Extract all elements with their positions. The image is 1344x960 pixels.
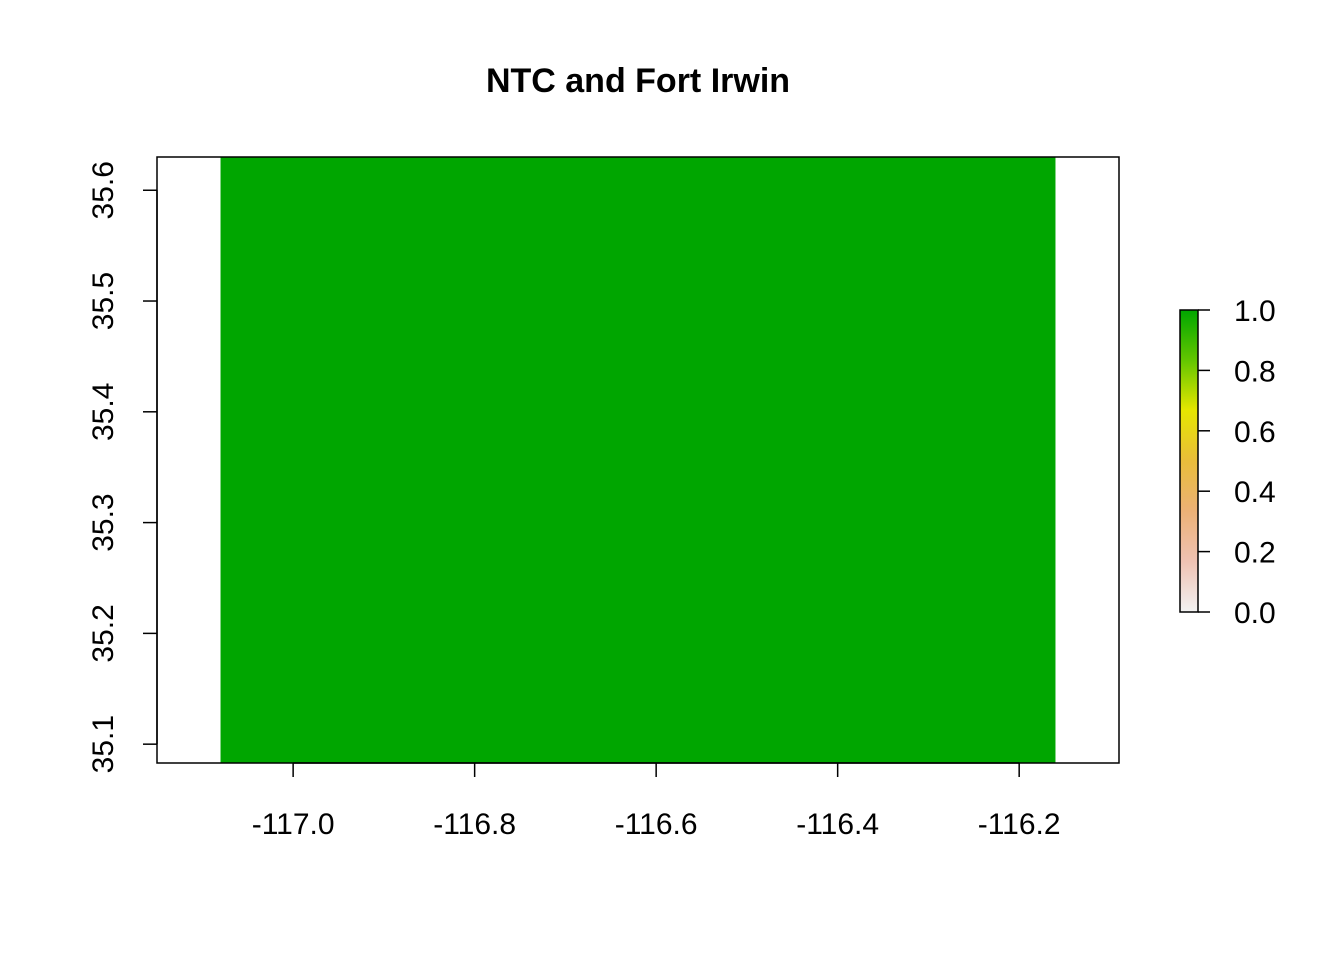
- raster-fill: [220, 157, 1056, 763]
- raster-layer: [220, 157, 1056, 763]
- y-axis: 35.1 35.2 35.3 35.4 35.5 35.6: [87, 161, 158, 773]
- y-tick-label: 35.3: [87, 493, 120, 551]
- colorbar-tick-label: 0.6: [1234, 416, 1276, 449]
- y-tick-label: 35.4: [87, 383, 120, 441]
- colorbar-legend: 0.0 0.2 0.4 0.6 0.8 1.0: [1179, 295, 1276, 630]
- colorbar-tick-label: 0.0: [1234, 597, 1276, 630]
- x-tick-label: -116.6: [615, 808, 698, 841]
- y-tick-label: 35.5: [87, 272, 120, 330]
- x-axis: -117.0 -116.8 -116.6 -116.4 -116.2: [252, 762, 1061, 841]
- x-tick-label: -116.2: [978, 808, 1061, 841]
- y-tick-label: 35.2: [87, 604, 120, 662]
- x-tick-label: -116.8: [433, 808, 516, 841]
- colorbar-tick-label: 0.8: [1234, 355, 1276, 388]
- map-title: NTC and Fort Irwin: [486, 62, 790, 100]
- x-tick-label: -117.0: [252, 808, 335, 841]
- colorbar-tick-label: 0.4: [1234, 476, 1276, 509]
- y-tick-label: 35.1: [87, 715, 120, 773]
- colorbar-ramp: [1179, 309, 1199, 613]
- y-tick-label: 35.6: [87, 161, 120, 219]
- x-tick-label: -116.4: [796, 808, 879, 841]
- colorbar-tick-label: 1.0: [1234, 295, 1276, 328]
- colorbar-tick-label: 0.2: [1234, 537, 1276, 570]
